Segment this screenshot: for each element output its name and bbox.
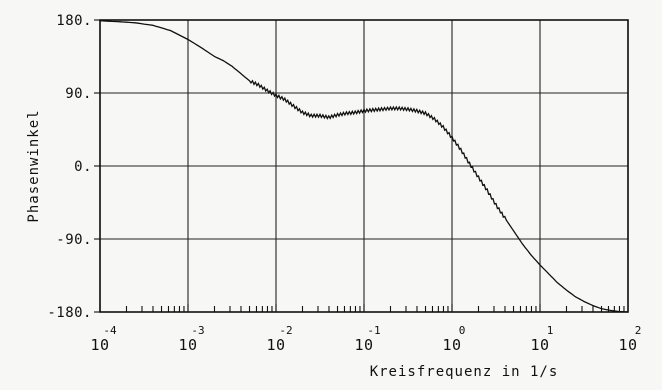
- x-tick-label-exponent: -2: [279, 324, 292, 337]
- x-tick-label-exponent: 0: [459, 324, 466, 337]
- x-tick-label-exponent: -3: [191, 324, 204, 337]
- x-tick-label-exponent: 2: [635, 324, 642, 337]
- x-tick-label-exponent: -1: [367, 324, 380, 337]
- x-tick-label-base: 10: [354, 336, 373, 354]
- x-tick-label-base: 10: [442, 336, 461, 354]
- x-tick-label-base: 10: [178, 336, 197, 354]
- grid: [99, 19, 629, 313]
- x-axis-minor-ticks: [99, 304, 625, 312]
- y-tick-label: 0.: [74, 159, 92, 175]
- x-tick-label-base: 10: [266, 336, 285, 354]
- y-tick-label: 180.: [56, 13, 92, 29]
- y-tick-label: -180.: [47, 305, 92, 321]
- x-tick-label-base: 10: [530, 336, 549, 354]
- x-tick-label-exponent: -4: [103, 324, 117, 337]
- x-axis-label: Kreisfrequenz in 1/s: [370, 364, 559, 380]
- y-axis-label: Phasenwinkel: [26, 109, 42, 222]
- x-tick-label-base: 10: [618, 336, 637, 354]
- phase-curve: [99, 20, 629, 313]
- x-tick-label-exponent: 1: [547, 324, 554, 337]
- y-axis-tick-labels: 180. 90. 0. -90. -180.: [47, 13, 100, 321]
- y-tick-label: -90.: [56, 232, 92, 248]
- x-tick-label-base: 10: [90, 336, 109, 354]
- y-tick-label: 90.: [65, 86, 92, 102]
